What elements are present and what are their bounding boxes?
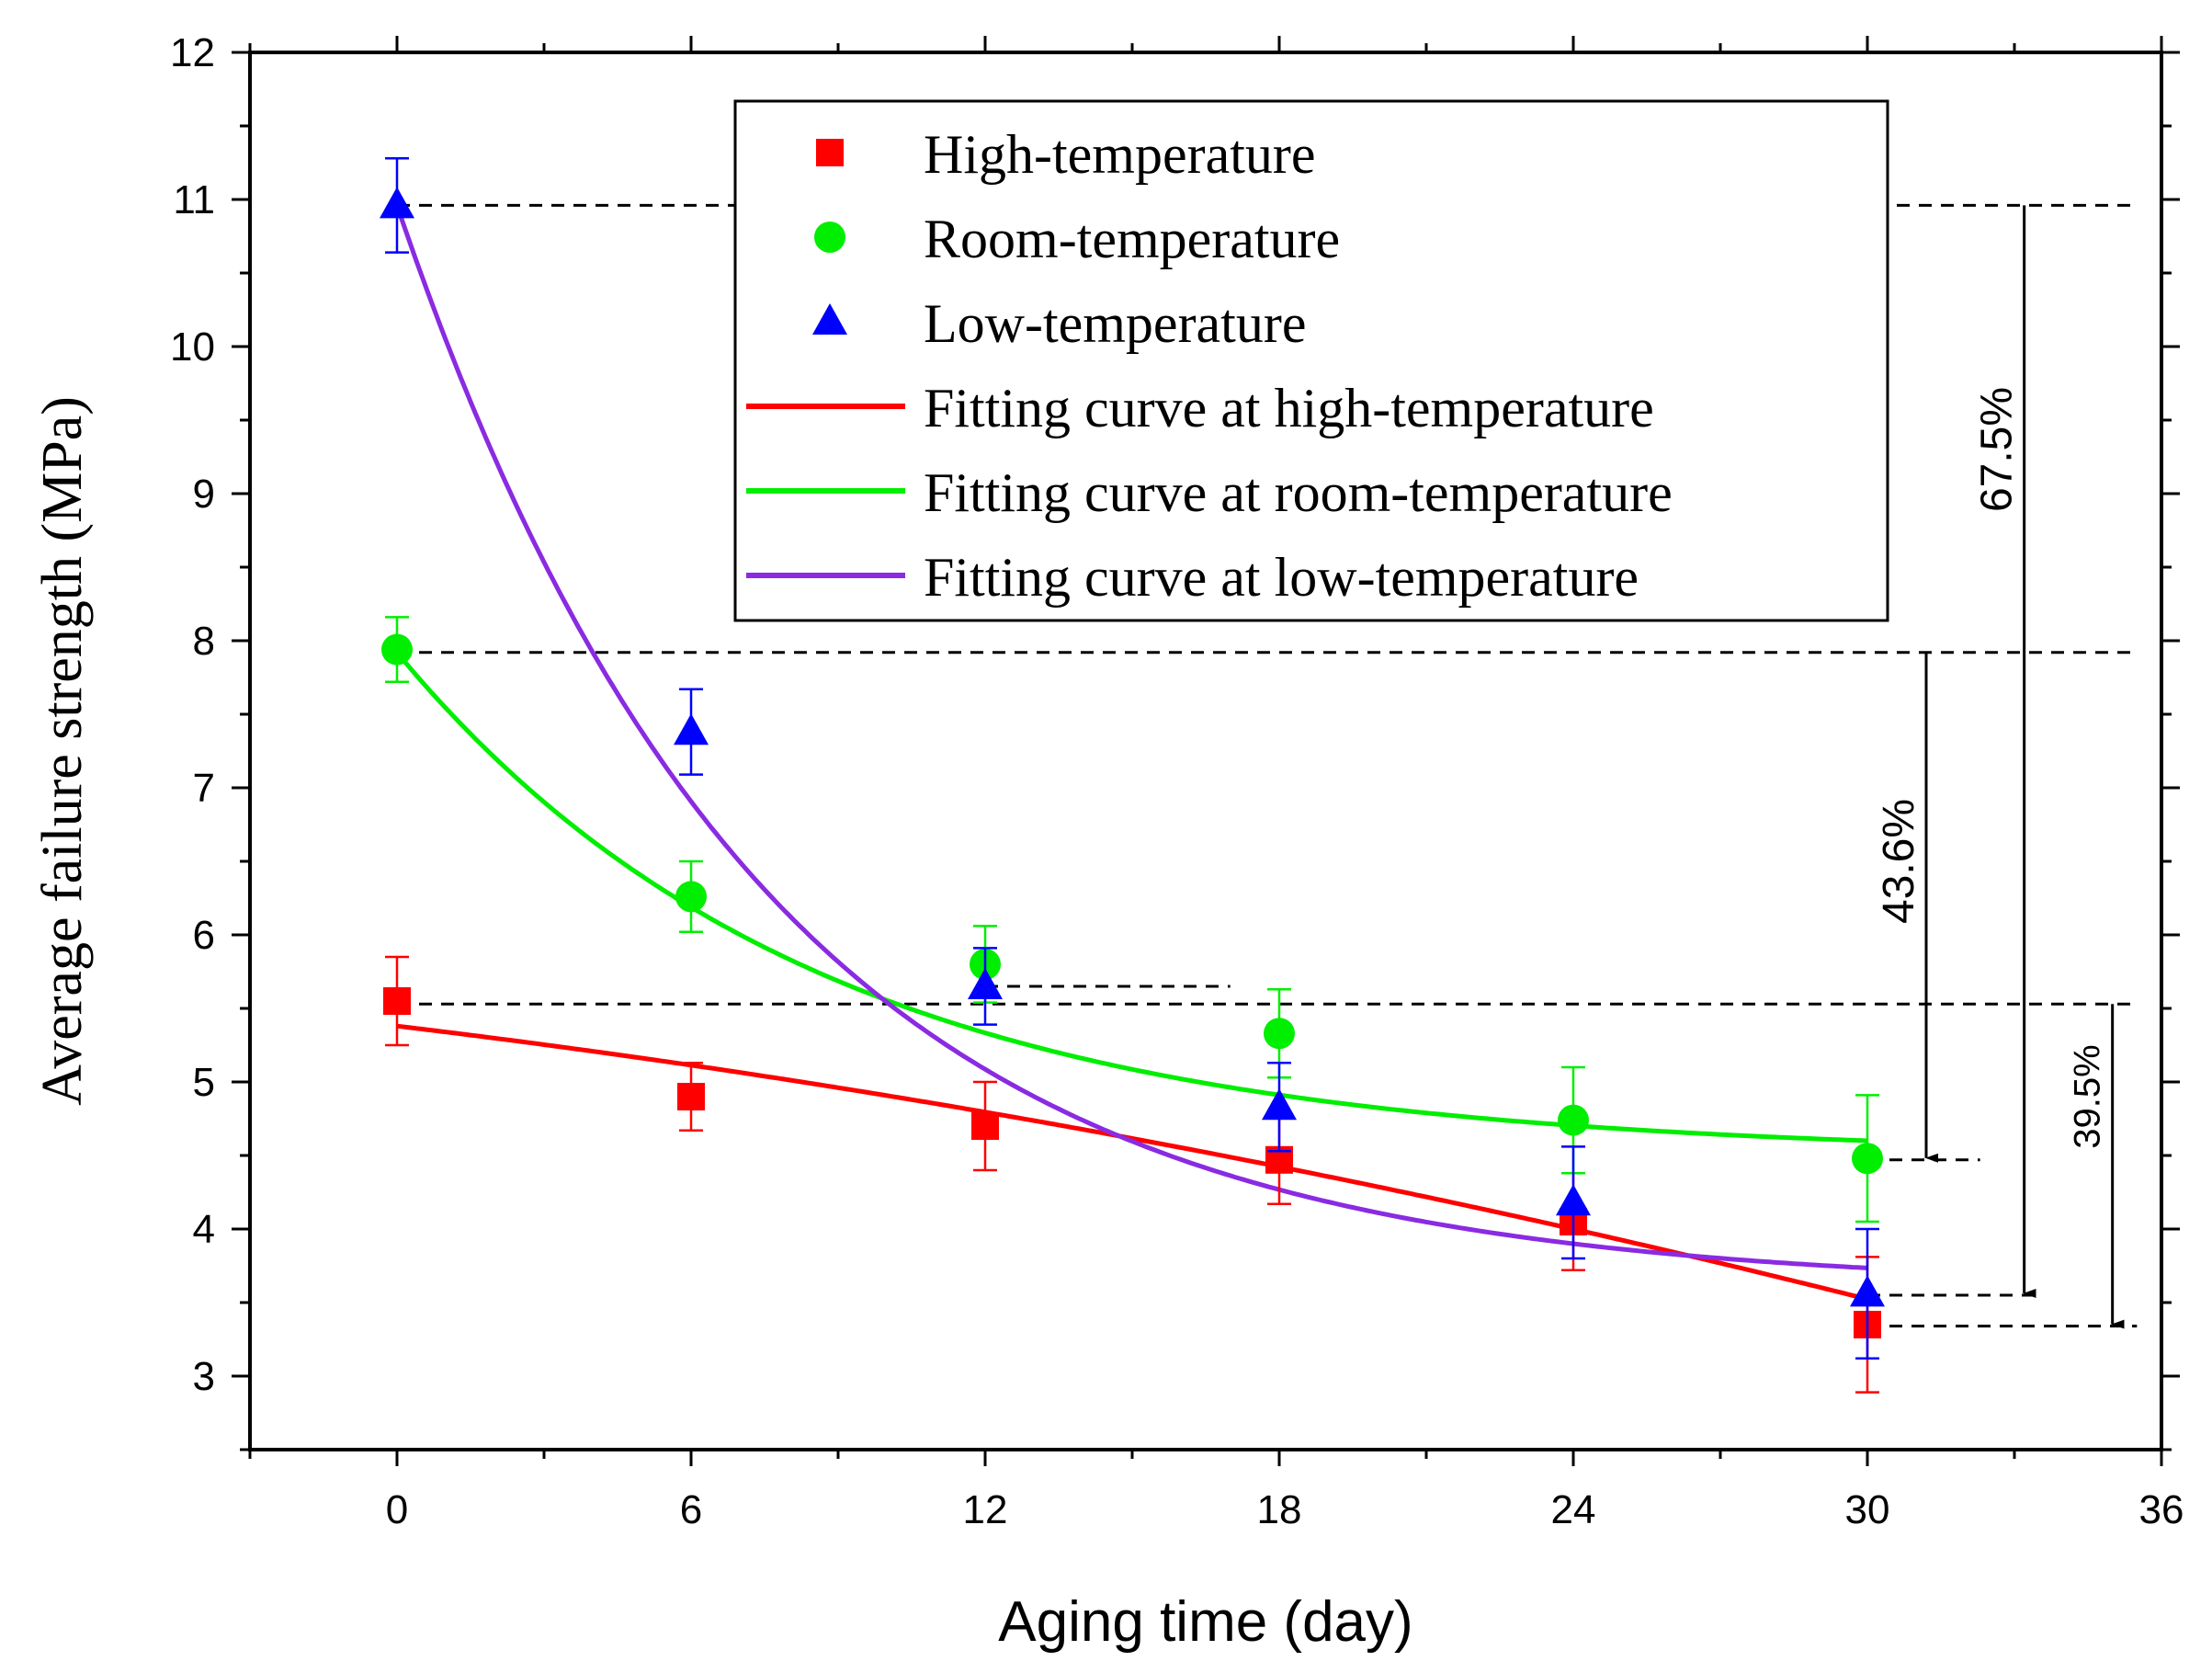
legend-label: High-temperature: [924, 124, 1315, 185]
y-tick-label: 11: [173, 177, 215, 222]
data-points: [380, 156, 1885, 1394]
legend-label: Fitting curve at high-temperature: [924, 378, 1654, 438]
y-tick-label: 6: [193, 913, 215, 958]
legend-marker: [812, 303, 847, 335]
y-tick-label: 9: [193, 472, 215, 517]
x-tick-label: 12: [963, 1487, 1008, 1532]
x-tick-label: 18: [1257, 1487, 1302, 1532]
y-tick-label: 7: [193, 766, 215, 811]
fit-curve: [396, 1023, 1868, 1302]
y-axis-title: Average failure strength (MPa): [31, 396, 94, 1106]
legend-label: Room-temperature: [924, 209, 1340, 269]
y-tick-label: 12: [170, 30, 215, 75]
reduction-label: 43.6%: [1875, 799, 1923, 924]
legend-label: Fitting curve at room-temperature: [924, 462, 1673, 523]
data-point-circle: [1852, 1143, 1883, 1175]
percentage-arrows: 67.5% 43.6% 39.5%: [1875, 205, 2125, 1329]
y-tick-label: 8: [193, 619, 215, 664]
x-tick-label: 36: [2139, 1487, 2184, 1532]
fitting-curves: [394, 204, 1868, 1302]
x-tick-label: 30: [1845, 1487, 1890, 1532]
x-tick-label: 24: [1551, 1487, 1596, 1532]
data-point-circle: [1264, 1018, 1295, 1050]
data-point-square: [677, 1083, 705, 1110]
data-point-circle: [1558, 1104, 1589, 1136]
fit-curve: [394, 204, 1868, 1270]
x-tick-label: 0: [386, 1487, 408, 1532]
data-point-circle: [675, 881, 707, 913]
y-tick-label: 10: [170, 324, 215, 370]
y-tick-label: 5: [193, 1060, 215, 1105]
legend-marker: [816, 139, 844, 166]
data-point-triangle: [674, 713, 709, 745]
legend: High-temperature Room-temperature Low-temp…: [733, 99, 1889, 622]
axis-ticks: 0 6 12 18 24 30 36 3 4 5 6 7 8 9 10 11 12: [170, 30, 2184, 1532]
data-point-triangle: [1262, 1088, 1297, 1121]
reduction-label: 67.5%: [1973, 387, 2022, 512]
legend-box: [733, 99, 1889, 622]
data-point-square: [971, 1112, 999, 1140]
data-point-triangle: [380, 187, 414, 219]
data-point-circle: [381, 633, 413, 666]
data-point-triangle: [1556, 1184, 1591, 1216]
legend-label: Low-temperature: [924, 293, 1306, 354]
x-axis-title: Aging time (day): [998, 1590, 1412, 1654]
data-point-triangle: [1850, 1275, 1885, 1307]
data-point-triangle: [968, 968, 1003, 999]
reduction-label: 39.5%: [2068, 1044, 2108, 1148]
fit-curve: [395, 651, 1868, 1144]
legend-label: Fitting curve at low-temperature: [924, 547, 1639, 608]
x-tick-label: 6: [680, 1487, 702, 1532]
plot-frame: [248, 51, 2163, 1451]
y-tick-label: 4: [193, 1207, 215, 1252]
y-tick-label: 3: [193, 1354, 215, 1399]
data-point-square: [383, 987, 411, 1015]
legend-marker: [814, 222, 845, 253]
